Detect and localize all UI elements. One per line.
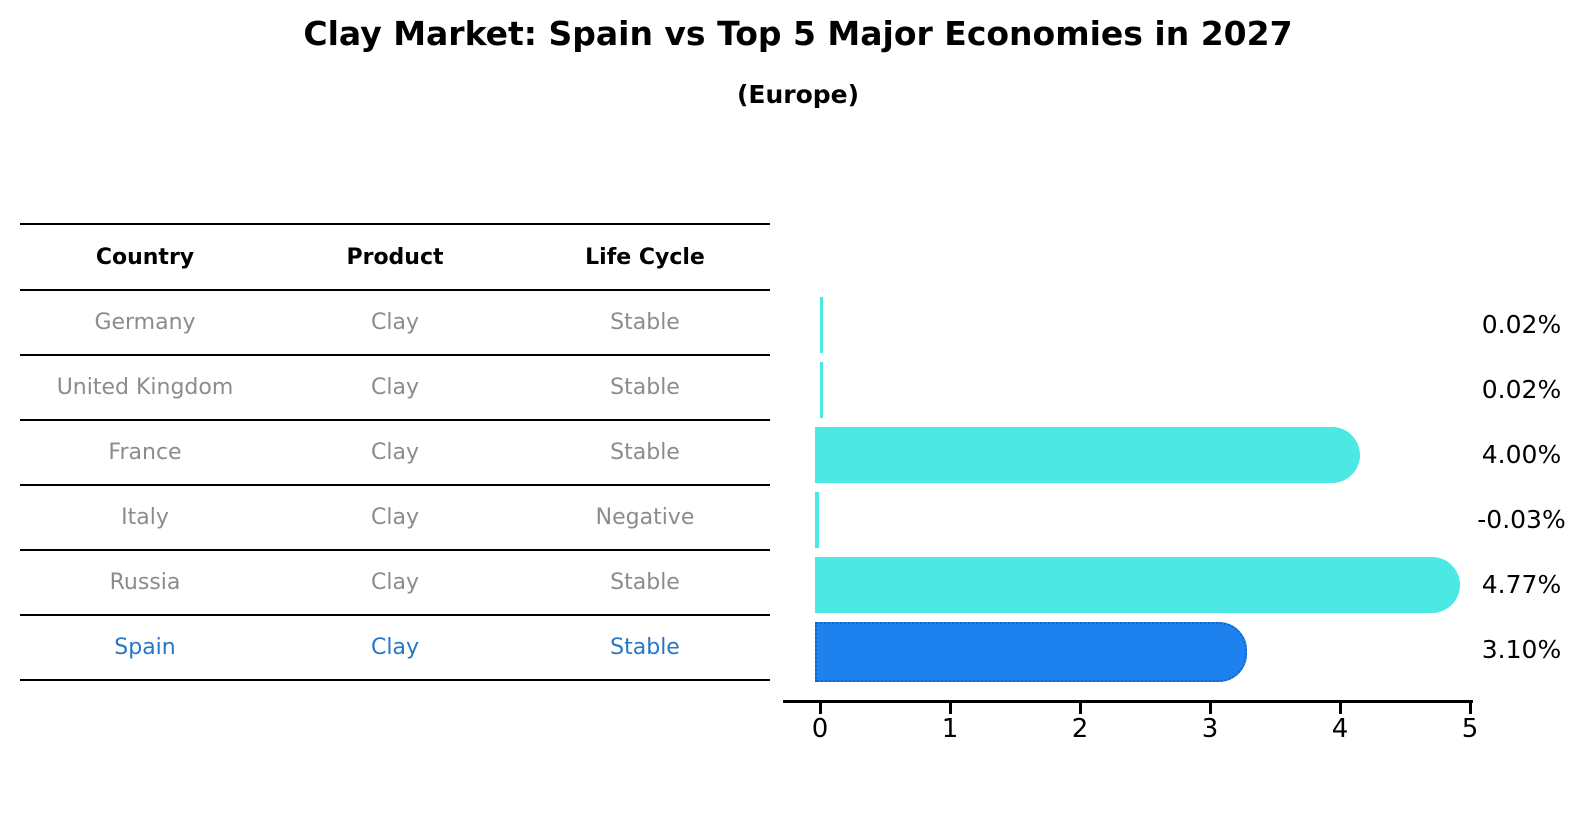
x-axis-tick-1 xyxy=(949,703,952,714)
x-axis-tick-label-1: 1 xyxy=(941,714,959,744)
cell-product: Clay xyxy=(371,570,419,595)
cell-country: Germany xyxy=(94,310,196,335)
cell-product: Clay xyxy=(371,375,419,400)
figure-subtitle: (Europe) xyxy=(736,80,860,109)
table-header-row: Country Product Life Cycle xyxy=(20,223,770,289)
bar-spain xyxy=(815,622,1247,682)
cell-life-cycle: Negative xyxy=(595,505,695,530)
value-label-italy: -0.03% xyxy=(1477,505,1566,534)
cell-country: Italy xyxy=(121,505,169,530)
value-label-united-kingdom: 0.02% xyxy=(1481,375,1562,404)
table-row-france: France Clay Stable xyxy=(20,419,770,484)
cell-product: Clay xyxy=(371,440,419,465)
value-label-russia: 4.77% xyxy=(1481,570,1562,599)
x-axis-tick-0 xyxy=(819,703,822,714)
table-row-italy: Italy Clay Negative xyxy=(20,484,770,549)
column-header-country: Country xyxy=(95,244,195,270)
x-axis-tick-4 xyxy=(1339,703,1342,714)
bar-russia xyxy=(815,557,1461,613)
cell-life-cycle: Stable xyxy=(610,375,680,400)
x-axis-tick-label-3: 3 xyxy=(1201,714,1219,744)
cell-country: Spain xyxy=(114,635,176,660)
x-axis-tick-2 xyxy=(1079,703,1082,714)
table-row-germany: Germany Clay Stable xyxy=(20,289,770,354)
value-label-france: 4.00% xyxy=(1481,440,1562,469)
cell-product: Clay xyxy=(371,505,419,530)
bar-france xyxy=(815,427,1360,483)
table-row-spain: Spain Clay Stable xyxy=(20,614,770,679)
cell-life-cycle: Stable xyxy=(610,635,680,660)
column-header-product: Product xyxy=(346,244,444,270)
x-axis-tick-label-2: 2 xyxy=(1071,714,1089,744)
cell-life-cycle: Stable xyxy=(610,570,680,595)
cell-country: France xyxy=(108,440,182,465)
cell-product: Clay xyxy=(371,310,419,335)
table-row-russia: Russia Clay Stable xyxy=(20,549,770,614)
table-row-united-kingdom: United Kingdom Clay Stable xyxy=(20,354,770,419)
x-axis-tick-label-5: 5 xyxy=(1461,714,1479,744)
x-axis-tick-label-4: 4 xyxy=(1331,714,1349,744)
cell-country: United Kingdom xyxy=(56,375,234,400)
value-label-spain: 3.10% xyxy=(1481,635,1562,664)
bar-germany xyxy=(820,297,823,353)
x-axis-tick-5 xyxy=(1469,703,1472,714)
figure-title: Clay Market: Spain vs Top 5 Major Econom… xyxy=(303,14,1293,53)
x-axis-tick-label-0: 0 xyxy=(811,714,829,744)
country-table: Country Product Life Cycle Germany Clay … xyxy=(20,223,770,681)
x-axis-tick-3 xyxy=(1209,703,1212,714)
bar-italy xyxy=(815,492,819,548)
cell-life-cycle: Stable xyxy=(610,310,680,335)
column-header-life-cycle: Life Cycle xyxy=(585,244,705,270)
bar-united-kingdom xyxy=(820,362,823,418)
cell-product: Clay xyxy=(371,635,419,660)
cell-country: Russia xyxy=(109,570,181,595)
cell-life-cycle: Stable xyxy=(610,440,680,465)
value-label-germany: 0.02% xyxy=(1481,310,1562,339)
x-axis-line xyxy=(783,700,1473,703)
